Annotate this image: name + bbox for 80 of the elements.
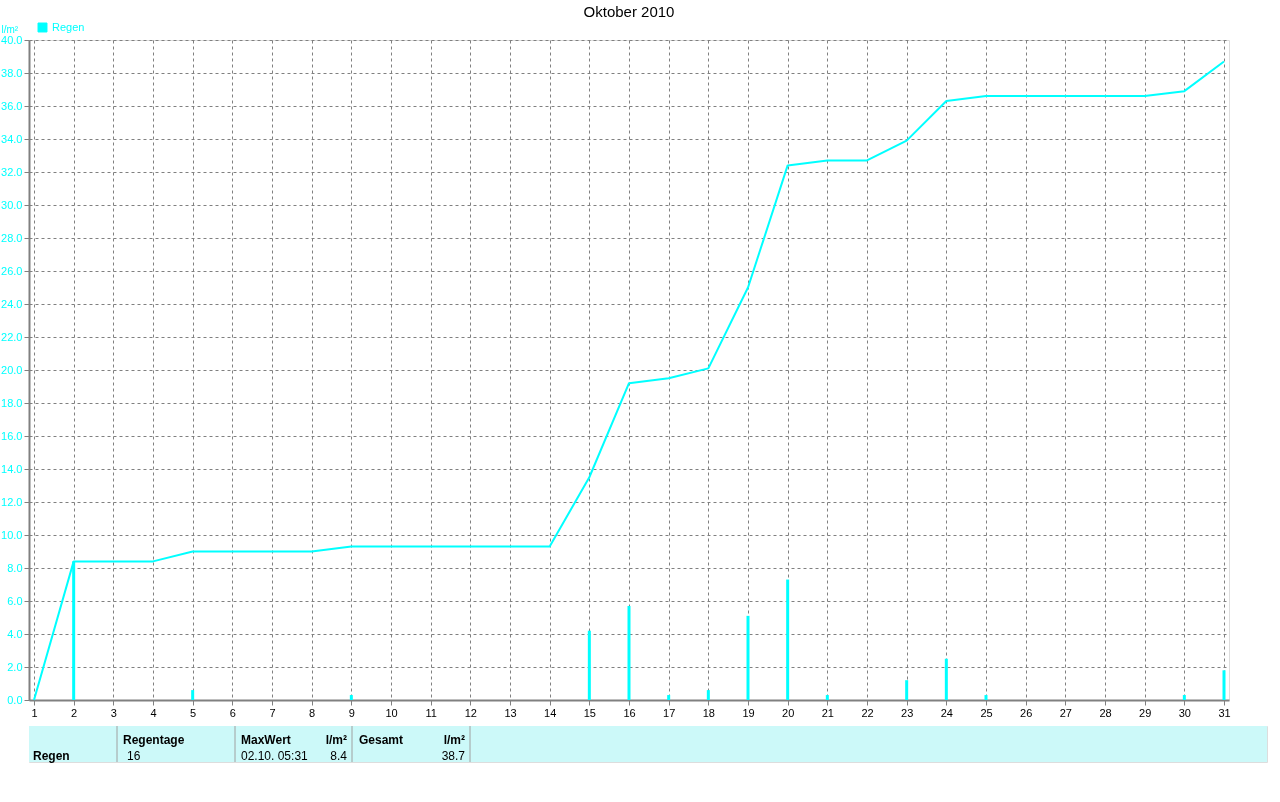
bar bbox=[587, 630, 591, 700]
bar bbox=[905, 680, 909, 700]
x-tick-label: 17 bbox=[663, 706, 676, 719]
y-tick-label: 30.0 bbox=[1, 198, 23, 211]
x-tick-label: 27 bbox=[1059, 706, 1072, 719]
y-tick-label: 22.0 bbox=[1, 330, 23, 343]
bar bbox=[706, 690, 710, 700]
text: Regen bbox=[33, 749, 70, 763]
y-tick-label: 34.0 bbox=[1, 132, 23, 145]
text: MaxWert bbox=[241, 733, 291, 747]
x-tick-label: 19 bbox=[742, 706, 755, 719]
x-tick-label: 3 bbox=[110, 706, 117, 719]
y-tick-label: 10.0 bbox=[1, 528, 23, 541]
y-tick-label: 2.0 bbox=[7, 660, 23, 673]
x-tick-label: 13 bbox=[504, 706, 517, 719]
text: l/m² bbox=[325, 733, 347, 747]
bar bbox=[627, 605, 631, 700]
x-tick-label: 24 bbox=[940, 706, 953, 719]
bar bbox=[667, 695, 671, 700]
x-tick-label: 23 bbox=[901, 706, 914, 719]
bar bbox=[1182, 695, 1186, 700]
text: Gesamt bbox=[359, 733, 404, 747]
x-tick-label: 21 bbox=[821, 706, 834, 719]
y-tick-label: 16.0 bbox=[1, 429, 23, 442]
x-tick-label: 14 bbox=[544, 706, 557, 719]
text: 16 bbox=[127, 749, 141, 763]
x-tick-label: 4 bbox=[150, 706, 157, 719]
text: 8.4 bbox=[330, 749, 348, 763]
x-tick-label: 6 bbox=[229, 706, 236, 719]
x-tick-label: 29 bbox=[1139, 706, 1152, 719]
x-tick-label: 25 bbox=[980, 706, 993, 719]
bar bbox=[746, 615, 750, 700]
text: Regentage bbox=[123, 733, 185, 747]
y-axis-title: l/m² bbox=[1, 23, 19, 35]
x-tick-label: 31 bbox=[1218, 706, 1231, 719]
legend-label: Regen bbox=[52, 20, 85, 33]
y-tick-label: 12.0 bbox=[1, 495, 23, 508]
y-tick-label: 24.0 bbox=[1, 297, 23, 310]
y-tick-label: 14.0 bbox=[1, 462, 23, 475]
y-tick-label: 28.0 bbox=[1, 231, 23, 244]
bar bbox=[1222, 670, 1226, 700]
bar bbox=[786, 579, 790, 700]
x-tick-label: 15 bbox=[583, 706, 596, 719]
y-tick-label: 36.0 bbox=[1, 99, 23, 112]
bar bbox=[984, 695, 988, 700]
text: 02.10. 05:31 bbox=[241, 749, 309, 763]
x-tick-label: 20 bbox=[782, 706, 795, 719]
text: 38.7 bbox=[441, 749, 466, 763]
x-tick-label: 28 bbox=[1099, 706, 1112, 719]
bar bbox=[944, 658, 948, 700]
y-tick-label: 8.0 bbox=[7, 561, 23, 574]
x-tick-label: 16 bbox=[623, 706, 636, 719]
y-tick-label: 6.0 bbox=[7, 594, 23, 607]
bar bbox=[191, 690, 195, 700]
x-tick-label: 5 bbox=[190, 706, 197, 719]
x-tick-label: 18 bbox=[702, 706, 715, 719]
y-tick-label: 26.0 bbox=[1, 264, 23, 277]
y-tick-label: 40.0 bbox=[1, 33, 23, 46]
x-tick-label: 22 bbox=[861, 706, 874, 719]
y-tick-label: 32.0 bbox=[1, 165, 23, 178]
x-tick-label: 12 bbox=[464, 706, 477, 719]
x-tick-label: 30 bbox=[1178, 706, 1191, 719]
y-tick-label: 4.0 bbox=[7, 627, 23, 640]
chart-title: Oktober 2010 bbox=[583, 3, 675, 20]
y-tick-label: 38.0 bbox=[1, 66, 23, 79]
x-tick-label: 26 bbox=[1020, 706, 1033, 719]
x-tick-label: 7 bbox=[269, 706, 276, 719]
y-tick-label: 20.0 bbox=[1, 363, 23, 376]
x-tick-label: 2 bbox=[71, 706, 78, 719]
bar bbox=[349, 695, 353, 700]
y-tick-label: 18.0 bbox=[1, 396, 23, 409]
y-tick-label: 0.0 bbox=[7, 693, 23, 706]
x-tick-label: 1 bbox=[31, 706, 38, 719]
x-tick-label: 11 bbox=[425, 706, 437, 719]
x-tick-label: 10 bbox=[385, 706, 398, 719]
text: l/m² bbox=[443, 733, 465, 747]
bar bbox=[825, 695, 829, 700]
x-tick-label: 9 bbox=[348, 706, 355, 719]
line-series bbox=[33, 60, 1225, 701]
x-tick-label: 8 bbox=[309, 706, 316, 719]
